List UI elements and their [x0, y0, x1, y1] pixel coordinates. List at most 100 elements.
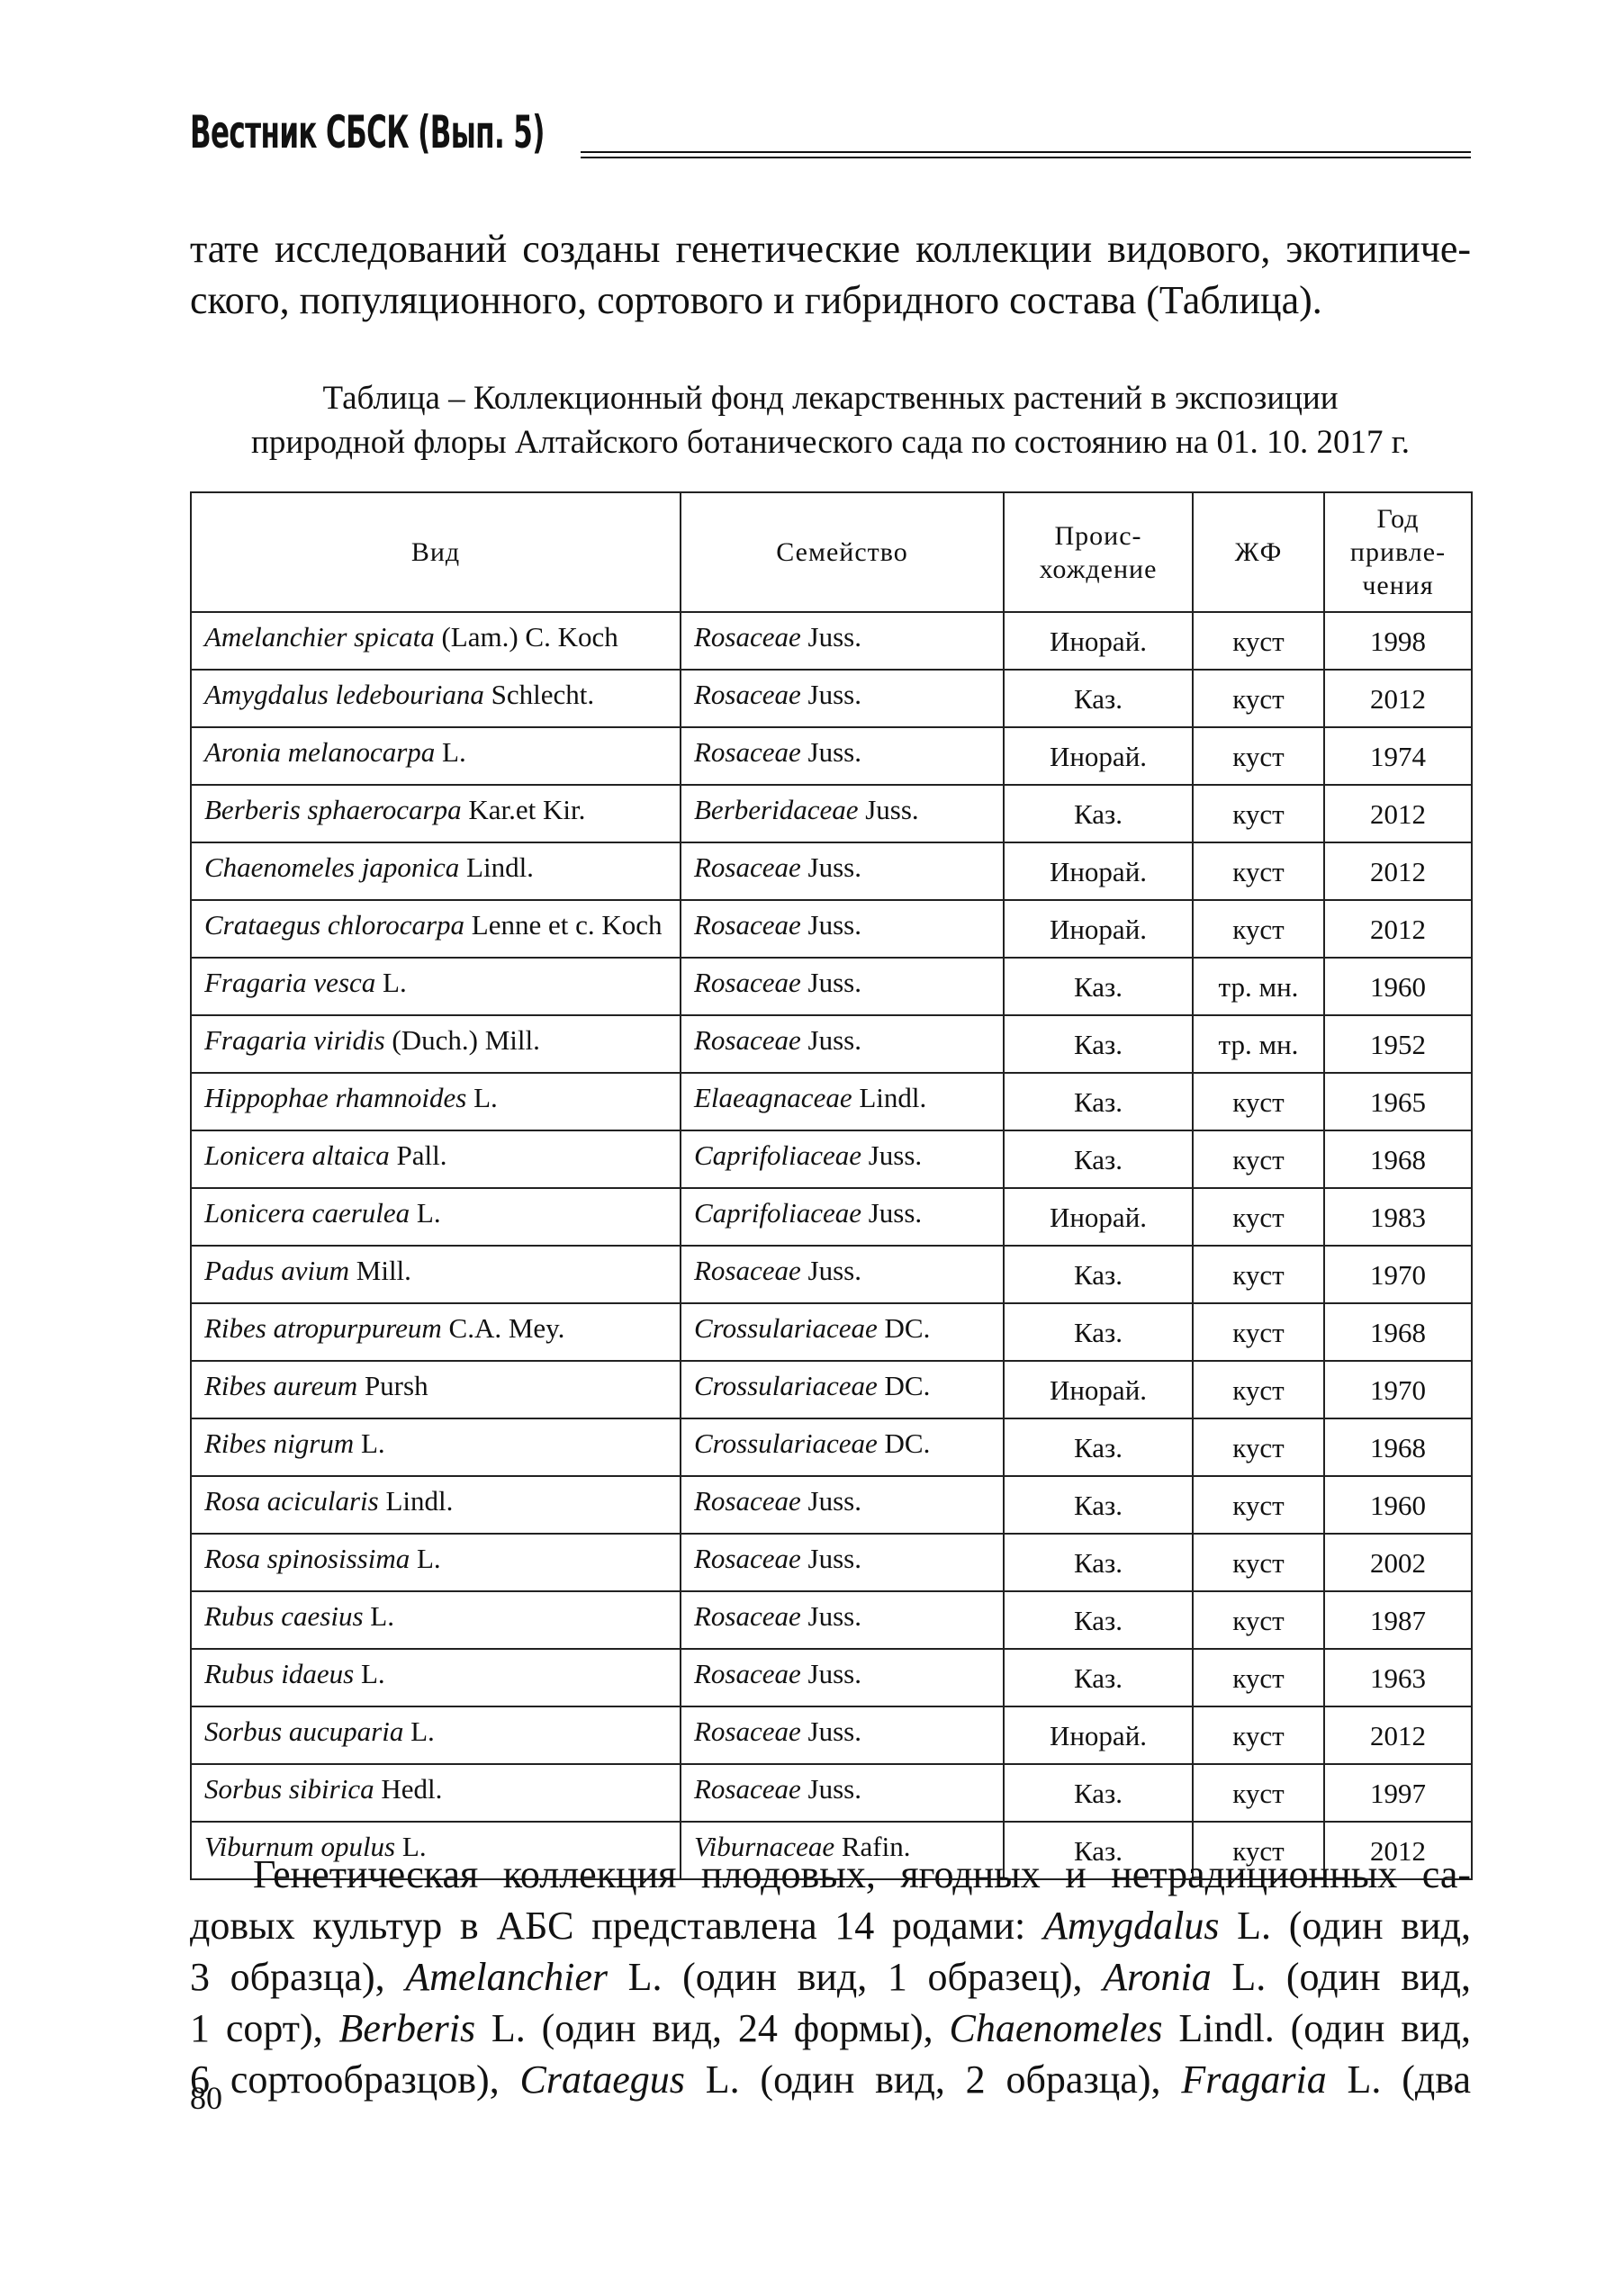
species-author: Pursh — [364, 1370, 428, 1401]
header-line: чения — [1362, 571, 1434, 600]
form-cell: куст — [1192, 726, 1325, 786]
table-row: Fragaria vesca L. Rosaceae Juss. Каз. тр. м… — [190, 957, 1473, 1016]
origin-cell: Каз. — [1003, 1302, 1194, 1362]
family-author: DC. — [884, 1312, 931, 1344]
text-line: тате исследований созданы генетические к… — [190, 227, 1471, 271]
family-name: Viburnaceae — [694, 1831, 835, 1862]
species-name: Chaenomeles japonica — [204, 851, 460, 883]
table-caption: Таблица – Коллекционный фонд лекарственн… — [190, 376, 1471, 464]
form-cell: куст — [1192, 1706, 1325, 1765]
table-row: Chaenomeles japonica Lindl. Rosaceae Juss… — [190, 842, 1473, 901]
text-line: 1 сорт), Berberis L. (один вид, 24 формы… — [190, 2003, 1471, 2054]
species-name: Aronia melanocarpa — [204, 736, 436, 768]
text-segment: L. (один вид, — [1219, 1904, 1471, 1948]
species-cell: Amelanchier spicata (Lam.) C. Koch — [190, 611, 681, 671]
family-name: Rosaceae — [694, 1255, 801, 1286]
caption-line: Таблица – Коллекционный фонд лекарственн… — [322, 380, 1339, 417]
table-row: Rubus idaeus L. Rosaceae Juss. Каз. куст 196… — [190, 1648, 1473, 1707]
species-author: L. — [383, 967, 407, 998]
year-cell: 1968 — [1323, 1302, 1473, 1362]
species-name: Fragaria viridis — [204, 1024, 385, 1056]
text-segment: L. (два — [1326, 2057, 1471, 2102]
year-cell: 1997 — [1323, 1763, 1473, 1823]
header-line: Проис- — [1054, 520, 1142, 551]
species-author: Mill. — [356, 1255, 411, 1286]
table-row: Sorbus sibirica Hedl. Rosaceae Juss. Каз. к… — [190, 1763, 1473, 1823]
collection-table: Вид Семейство Проис-хождение ЖФ Год привле-че… — [190, 491, 1473, 1880]
family-author: Juss. — [807, 1485, 861, 1517]
form-cell: куст — [1192, 1821, 1325, 1880]
origin-cell: Инорай. — [1003, 842, 1194, 901]
family-author: Juss. — [807, 621, 861, 653]
family-name: Crossulariaceae — [694, 1312, 878, 1344]
header-row: Вид Семейство Проис-хождение ЖФ Год привле-че… — [190, 491, 1473, 613]
header-line: Вид — [410, 537, 461, 567]
species-cell: Ribes nigrum L. — [190, 1418, 681, 1477]
column-header: Семейство — [680, 491, 1005, 613]
table-row: Rubus caesius L. Rosaceae Juss. Каз. куст 19… — [190, 1590, 1473, 1650]
family-cell: Rosaceae Juss. — [680, 1245, 1005, 1304]
form-cell: куст — [1192, 1360, 1325, 1419]
species-name: Fragaria vesca — [204, 967, 376, 998]
text-segment: Berberis — [338, 2006, 476, 2050]
family-name: Rosaceae — [694, 1773, 801, 1805]
species-name: Sorbus aucuparia — [204, 1715, 404, 1747]
species-name: Amygdalus ledebouriana — [204, 679, 484, 710]
species-cell: Rosa spinosissima L. — [190, 1533, 681, 1592]
form-cell: куст — [1192, 784, 1325, 843]
header-line: Год — [1376, 504, 1420, 534]
year-cell: 2012 — [1323, 899, 1473, 959]
family-author: Juss. — [807, 736, 861, 768]
family-name: Rosaceae — [694, 1658, 801, 1689]
year-cell: 1968 — [1323, 1130, 1473, 1189]
year-cell: 2012 — [1323, 669, 1473, 728]
family-author: DC. — [884, 1427, 931, 1459]
family-cell: Rosaceae Juss. — [680, 1533, 1005, 1592]
family-name: Berberidaceae — [694, 794, 859, 825]
family-name: Crossulariaceae — [694, 1427, 878, 1459]
origin-cell: Каз. — [1003, 1821, 1194, 1880]
form-cell: тр. мн. — [1192, 957, 1325, 1016]
family-cell: Rosaceae Juss. — [680, 669, 1005, 728]
species-author: Kar.et Kir. — [468, 794, 586, 825]
origin-cell: Инорай. — [1003, 1706, 1194, 1765]
species-cell: Fragaria vesca L. — [190, 957, 681, 1016]
species-author: Pall. — [396, 1139, 447, 1171]
family-author: Juss. — [807, 679, 861, 710]
form-cell: куст — [1192, 842, 1325, 901]
origin-cell: Инорай. — [1003, 1360, 1194, 1419]
species-author: L. — [442, 736, 466, 768]
family-name: Rosaceae — [694, 1715, 801, 1747]
species-name: Amelanchier spicata — [204, 621, 435, 653]
species-name: Lonicera altaica — [204, 1139, 390, 1171]
family-author: Juss. — [807, 1658, 861, 1689]
family-name: Crossulariaceae — [694, 1370, 878, 1401]
family-cell: Crossulariaceae DC. — [680, 1302, 1005, 1362]
species-author: L. — [360, 1658, 385, 1689]
header-line: хождение — [1039, 554, 1158, 584]
species-author: C.A. Mey. — [448, 1312, 565, 1344]
form-cell: куст — [1192, 1648, 1325, 1707]
table-row: Viburnum opulus L. Viburnaceae Rafin. Каз.… — [190, 1821, 1473, 1880]
species-name: Hippophae rhamnoides — [204, 1082, 467, 1113]
header-line: привле- — [1349, 537, 1447, 567]
text-segment: Crataegus — [519, 2057, 685, 2102]
text-segment: 3 образца), — [190, 1955, 406, 1999]
text-segment: Fragaria — [1181, 2057, 1327, 2102]
table-row: Amelanchier spicata (Lam.) C. Koch Rosace… — [190, 611, 1473, 671]
year-cell: 1983 — [1323, 1187, 1473, 1247]
table-row: Ribes aureum Pursh Crossulariaceae DC. Ино… — [190, 1360, 1473, 1419]
origin-cell: Каз. — [1003, 1533, 1194, 1592]
form-cell: куст — [1192, 1245, 1325, 1304]
family-author: Juss. — [868, 1139, 923, 1171]
text-line: 6 сортообразцов), Crataegus L. (один вид… — [190, 2054, 1471, 2105]
table-row: Rosa spinosissima L. Rosaceae Juss. Каз. ку… — [190, 1533, 1473, 1592]
year-cell: 1960 — [1323, 957, 1473, 1016]
year-cell: 1974 — [1323, 726, 1473, 786]
species-author: Hedl. — [381, 1773, 443, 1805]
form-cell: куст — [1192, 1763, 1325, 1823]
form-cell: куст — [1192, 611, 1325, 671]
family-name: Rosaceae — [694, 909, 801, 941]
column-header: Проис-хождение — [1003, 491, 1194, 613]
table-row: Aronia melanocarpa L. Rosaceae Juss. Инора… — [190, 726, 1473, 786]
